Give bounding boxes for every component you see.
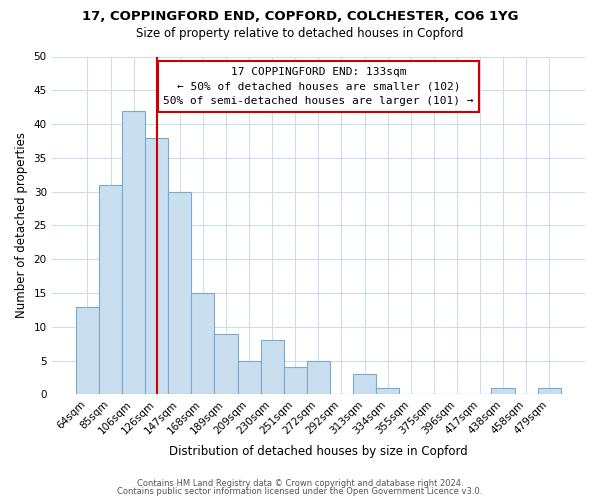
Bar xyxy=(99,185,122,394)
Bar xyxy=(538,388,561,394)
Bar xyxy=(191,293,214,394)
Bar xyxy=(307,360,330,394)
Bar xyxy=(76,306,99,394)
Bar xyxy=(284,368,307,394)
Bar xyxy=(353,374,376,394)
Text: 17 COPPINGFORD END: 133sqm
← 50% of detached houses are smaller (102)
50% of sem: 17 COPPINGFORD END: 133sqm ← 50% of deta… xyxy=(163,66,473,106)
Bar xyxy=(145,138,168,394)
Bar xyxy=(491,388,515,394)
Bar xyxy=(376,388,399,394)
Bar xyxy=(214,334,238,394)
Bar xyxy=(168,192,191,394)
X-axis label: Distribution of detached houses by size in Copford: Distribution of detached houses by size … xyxy=(169,444,468,458)
Text: 17, COPPINGFORD END, COPFORD, COLCHESTER, CO6 1YG: 17, COPPINGFORD END, COPFORD, COLCHESTER… xyxy=(82,10,518,23)
Text: Contains HM Land Registry data © Crown copyright and database right 2024.: Contains HM Land Registry data © Crown c… xyxy=(137,478,463,488)
Y-axis label: Number of detached properties: Number of detached properties xyxy=(15,132,28,318)
Bar xyxy=(238,360,260,394)
Text: Size of property relative to detached houses in Copford: Size of property relative to detached ho… xyxy=(136,28,464,40)
Bar xyxy=(122,110,145,395)
Text: Contains public sector information licensed under the Open Government Licence v3: Contains public sector information licen… xyxy=(118,487,482,496)
Bar xyxy=(260,340,284,394)
